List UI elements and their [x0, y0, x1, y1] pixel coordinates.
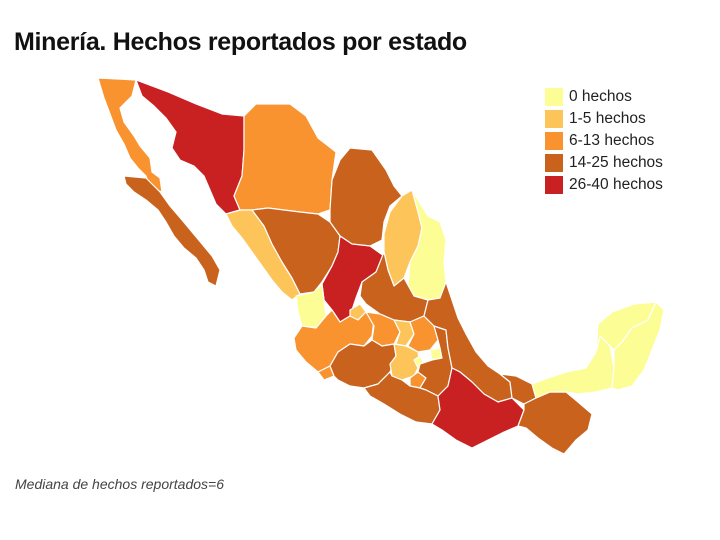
legend-label-1: 1-5 hechos [569, 110, 646, 127]
region-chihuahua[interactable] [233, 103, 337, 215]
legend-swatch-0 [545, 88, 563, 106]
region-estado-de-mexico[interactable] [389, 343, 421, 381]
legend-swatch-4 [545, 176, 563, 194]
legend-label-3: 14-25 hechos [569, 154, 663, 171]
region-quintana-roo[interactable] [611, 301, 665, 391]
legend-swatch-3 [545, 154, 563, 172]
region-durango[interactable] [251, 207, 341, 295]
map-title: Minería. Hechos reportados por estado [14, 28, 467, 56]
region-baja-california-sur[interactable] [123, 175, 221, 287]
legend-item-1: 1-5 hechos [545, 108, 663, 130]
legend-item-3: 14-25 hechos [545, 152, 663, 174]
legend-item-2: 6-13 hechos [545, 130, 663, 152]
legend-label-4: 26-40 hechos [569, 176, 663, 193]
legend-label-0: 0 hechos [569, 88, 632, 105]
region-baja-california[interactable] [97, 77, 163, 193]
region-chiapas[interactable] [517, 391, 593, 455]
median-note: Mediana de hechos reportados=6 [15, 476, 224, 492]
region-guerrero[interactable] [363, 371, 441, 425]
legend-label-2: 6-13 hechos [569, 132, 655, 149]
legend-swatch-2 [545, 132, 563, 150]
legend-item-4: 26-40 hechos [545, 174, 663, 196]
legend-item-0: 0 hechos [545, 86, 663, 108]
region-sonora[interactable] [135, 79, 245, 215]
map-legend: 0 hechos 1-5 hechos 6-13 hechos 14-25 he… [545, 86, 663, 196]
legend-swatch-1 [545, 110, 563, 128]
region-campeche[interactable] [531, 335, 615, 399]
